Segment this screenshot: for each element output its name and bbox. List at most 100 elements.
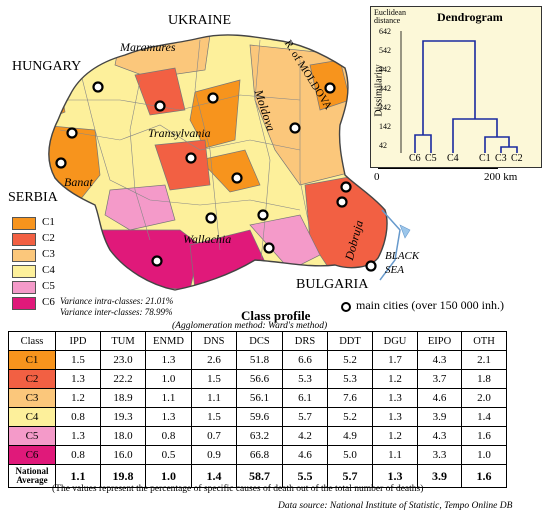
value-cell: 4.6 [417, 388, 462, 408]
legend-label-c1: C1 [42, 216, 55, 228]
value-cell: 59.6 [236, 407, 283, 427]
dendro-leaf-c6: C6 [409, 153, 421, 164]
value-cell: 1.1 [55, 464, 101, 488]
dendrogram-panel: Euclidean distance Dendrogram Dissimilar… [370, 6, 542, 168]
class-cell: C3 [8, 388, 56, 408]
value-cell: 1.2 [372, 426, 418, 446]
table-row: C2 1.3 22.2 1.0 1.5 56.6 5.3 5.3 1.2 3.7 1.8 [8, 369, 507, 389]
value-cell: 0.8 [55, 407, 101, 427]
header-tum: TUM [100, 331, 146, 351]
region-maramures: Maramures [120, 40, 176, 54]
value-cell: 63.2 [236, 426, 283, 446]
label-hungary: HUNGARY [12, 59, 82, 74]
scale-start: 0 [374, 171, 380, 183]
dendro-ytick: 442 [379, 65, 391, 74]
value-cell: 1.3 [145, 407, 192, 427]
scale-end: 200 km [484, 171, 518, 183]
city-legend-label: main cities (over 150 000 inh.) [356, 298, 504, 312]
city-legend-icon [341, 302, 351, 312]
value-cell: 16.0 [100, 445, 146, 465]
dendro-ytick: 242 [379, 103, 391, 112]
value-cell: 1.3 [372, 407, 418, 427]
value-cell: 1.1 [191, 388, 237, 408]
value-cell: 1.2 [55, 388, 101, 408]
value-cell: 0.5 [145, 445, 192, 465]
value-cell: 5.2 [327, 407, 373, 427]
value-cell: 19.8 [100, 464, 146, 488]
value-cell: 0.7 [191, 426, 237, 446]
dendro-corner-label-2: distance [374, 16, 401, 25]
dendro-leaf-c4: C4 [447, 153, 459, 164]
value-cell: 4.2 [282, 426, 328, 446]
value-cell: 1.3 [55, 426, 101, 446]
header-drs: DRS [282, 331, 328, 351]
value-cell: 2.6 [191, 350, 237, 370]
value-cell: 18.9 [100, 388, 146, 408]
city-markers [55, 81, 377, 272]
value-cell: 5.7 [282, 407, 328, 427]
value-cell: 1.8 [461, 369, 507, 389]
value-cell: 5.3 [282, 369, 328, 389]
value-cell: 58.7 [236, 464, 283, 488]
value-cell: 5.5 [282, 464, 328, 488]
class-cell: C2 [8, 369, 56, 389]
value-cell: 4.9 [327, 426, 373, 446]
value-cell: 1.2 [372, 369, 418, 389]
legend-label-c6: C6 [42, 296, 55, 308]
value-cell: 1.4 [461, 407, 507, 427]
legend-label-c2: C2 [42, 232, 55, 244]
value-cell: 0.8 [145, 426, 192, 446]
value-cell: 7.6 [327, 388, 373, 408]
value-cell: 23.0 [100, 350, 146, 370]
header-eipo: EIPO [417, 331, 462, 351]
value-cell: 19.3 [100, 407, 146, 427]
variance-intra: Variance intra-classes: 21.01% [60, 296, 174, 306]
value-cell: 5.0 [327, 445, 373, 465]
table-row: C4 0.8 19.3 1.3 1.5 59.6 5.7 5.2 1.3 3.9 1.4 [8, 407, 507, 427]
label-bulgaria: BULGARIA [296, 277, 369, 292]
legend-swatch-c6 [12, 297, 36, 310]
value-cell: 1.5 [55, 350, 101, 370]
legend-swatch-c3 [12, 249, 36, 262]
dendro-leaf-c1: C1 [479, 153, 491, 164]
values-note: (The values represent the percentage of … [52, 484, 424, 494]
dendro-corner-label-1: Euclidean [374, 8, 406, 17]
header-dgu: DGU [372, 331, 418, 351]
table-row-average: National Average 1.1 19.8 1.0 1.4 58.7 5.5 5.7 1… [8, 464, 507, 488]
table-row: C6 0.8 16.0 0.5 0.9 66.8 4.6 5.0 1.1 3.3 1.0 [8, 445, 507, 465]
value-cell: 1.0 [461, 445, 507, 465]
value-cell: 18.0 [100, 426, 146, 446]
class-cell: C1 [8, 350, 56, 370]
value-cell: 0.8 [55, 445, 101, 465]
value-cell: 5.2 [327, 350, 373, 370]
romania-map [48, 34, 411, 291]
value-cell: 6.1 [282, 388, 328, 408]
dendro-title: Dendrogram [437, 10, 503, 24]
dendro-ytick: 142 [379, 122, 391, 131]
value-cell: 1.3 [372, 388, 418, 408]
value-cell: 1.1 [145, 388, 192, 408]
table-row: C1 1.5 23.0 1.3 2.6 51.8 6.6 5.2 1.7 4.3 2.1 [8, 350, 507, 370]
scale-bar [378, 167, 498, 169]
profile-title: Class profile [241, 308, 311, 323]
value-cell: 4.3 [417, 350, 462, 370]
label-black-sea: BLACK SEA [385, 250, 420, 276]
legend-swatch-c4 [12, 265, 36, 278]
value-cell: 51.8 [236, 350, 283, 370]
value-cell: 1.3 [372, 464, 418, 488]
label-ukraine: UKRAINE [168, 13, 231, 28]
value-cell: 3.7 [417, 369, 462, 389]
legend-swatch-c5 [12, 281, 36, 294]
value-cell: 3.9 [417, 464, 462, 488]
dendro-leaf-c2: C2 [511, 153, 523, 164]
dendro-ytick: 642 [379, 27, 391, 36]
value-cell: 66.8 [236, 445, 283, 465]
region-transylvania: Transylvania [148, 126, 211, 140]
table-header-row: Class IPD TUM ENMD DNS DCS DRS DDT DGU EIPO OTH [8, 331, 507, 351]
country-border [48, 34, 388, 291]
class-cell: National Average [8, 464, 56, 488]
value-cell: 1.5 [191, 407, 237, 427]
value-cell: 5.3 [327, 369, 373, 389]
value-cell: 4.6 [282, 445, 328, 465]
class-cell: C4 [8, 407, 56, 427]
